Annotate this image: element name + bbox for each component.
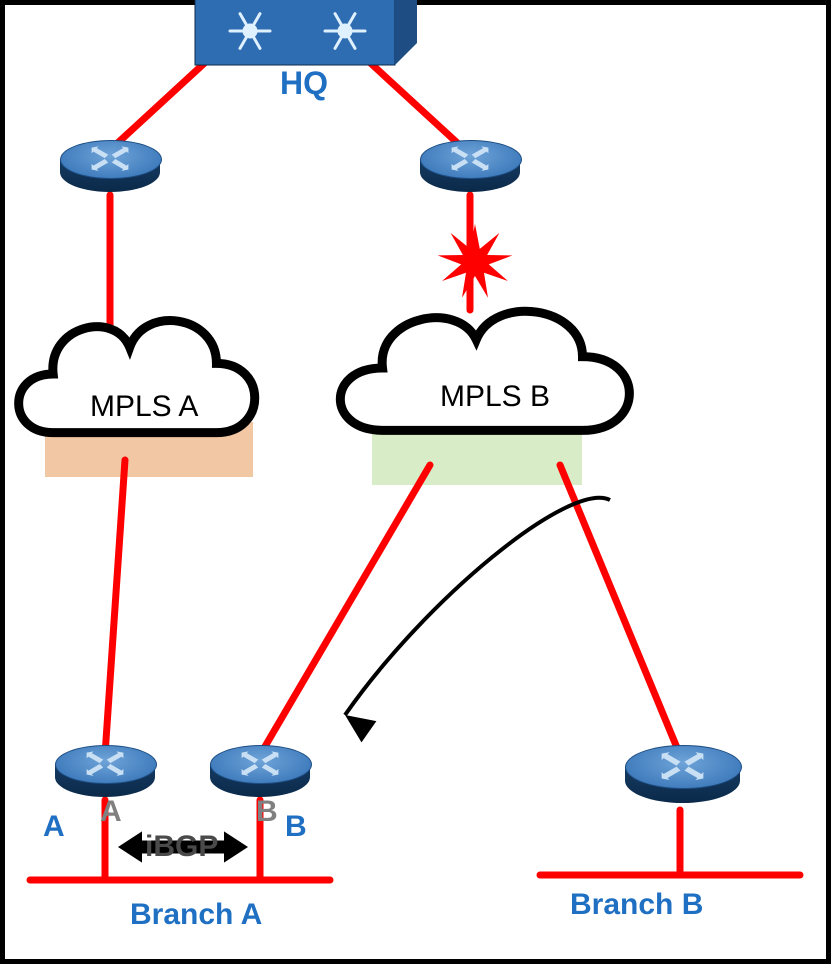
hq-switch-icon	[195, 0, 417, 65]
router-a-label: A	[43, 810, 65, 844]
router-hq-left-icon	[60, 140, 160, 200]
branch-a-label: Branch A	[130, 898, 262, 932]
router-a-shadow-label: A	[100, 795, 122, 829]
router-hq-right-icon	[420, 140, 520, 200]
mpls-b-label: MPLS B	[440, 380, 550, 414]
hq-label: HQ	[280, 65, 328, 102]
ibgp-label: iBGP	[145, 830, 218, 864]
branch-b-label: Branch B	[570, 888, 703, 922]
router-b-shadow-label: B	[256, 795, 278, 829]
router-branch-b-icon	[625, 745, 740, 813]
mpls-a-label: MPLS A	[90, 390, 198, 424]
router-b-label: B	[285, 810, 307, 844]
